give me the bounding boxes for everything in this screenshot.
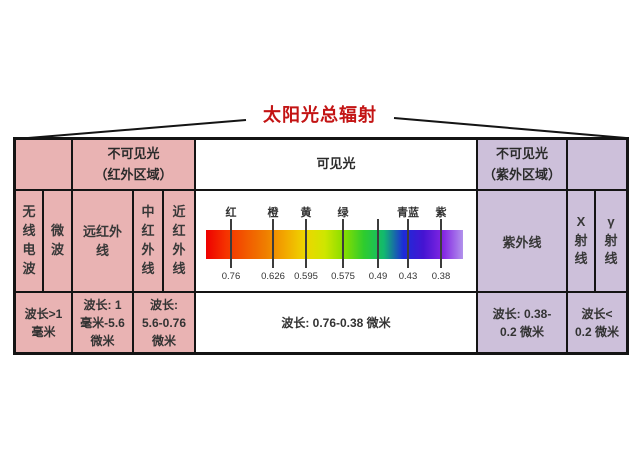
- wavelength-mid-near-infrared-label: 波长: 5.6-0.76 微米: [141, 297, 187, 348]
- spectrum-color-label: 橙: [267, 207, 279, 219]
- band-radio-waves-label: 无线电波: [22, 204, 36, 276]
- spectrum-wavelength-value: 0.76: [221, 271, 241, 282]
- band-ultraviolet: 紫外线: [477, 190, 567, 292]
- wavelength-ultraviolet: 波长: 0.38- 0.2 微米: [477, 292, 567, 353]
- spectrum-color-label: 紫: [435, 207, 447, 219]
- spectrum-wavelength-value: 0.49: [368, 271, 388, 282]
- band-gamma-ray-label: γ射线: [604, 213, 618, 267]
- band-mid-infrared-label: 中红外线: [141, 204, 155, 276]
- wavelength-radio-microwave: 波长>1 毫米: [15, 292, 72, 353]
- spectrum-table: 不可见光 （红外区域） 可见光 不可见光 （紫外区域） 无线电波 微波 远红外线…: [13, 137, 629, 355]
- spectrum-tick-line: [305, 219, 307, 268]
- band-far-infrared-label: 远红外线: [82, 223, 122, 259]
- wavelength-ultraviolet-label: 波长: 0.38- 0.2 微米: [492, 306, 552, 339]
- spectrum-color-label: 青蓝: [397, 207, 419, 219]
- wavelength-visible: 波长: 0.76-0.38 微米: [195, 292, 477, 353]
- wavelength-xray-gamma: 波长< 0.2 微米: [567, 292, 627, 353]
- spectrum-wavelength-value: 0.43: [398, 271, 418, 282]
- wavelength-radio-microwave-label: 波长>1 毫米: [24, 306, 63, 339]
- spectrum-color-label: 红: [225, 207, 237, 219]
- spectrum-tick-line: [377, 219, 379, 268]
- wavelength-visible-label: 波长: 0.76-0.38 微米: [281, 315, 391, 330]
- spectrum-tick-line: [230, 219, 232, 268]
- band-radio-waves: 无线电波: [15, 190, 43, 292]
- band-microwave-label: 微波: [50, 223, 64, 257]
- wavelength-xray-gamma-label: 波长< 0.2 微米: [574, 306, 620, 339]
- header-invisible-ultraviolet-label: 不可见光 （紫外区域）: [482, 146, 561, 182]
- header-visible-label: 可见光: [316, 156, 356, 172]
- wavelength-mid-near-infrared: 波长: 5.6-0.76 微米: [133, 292, 195, 353]
- wavelength-far-infrared-label: 波长: 1 毫米-5.6 微米: [80, 297, 125, 348]
- spectrum-wavelength-value: 0.38: [431, 271, 451, 282]
- header-invisible-infrared-label: 不可见光 （红外区域）: [94, 146, 173, 182]
- header-blank-right: [567, 139, 627, 190]
- band-ultraviolet-label: 紫外线: [502, 234, 542, 250]
- spectrum-wavelength-value: 0.595: [294, 271, 318, 282]
- band-xray-label: X射线: [574, 213, 588, 267]
- header-invisible-infrared: 不可见光 （红外区域）: [72, 139, 195, 190]
- band-gamma-ray: γ射线: [595, 190, 627, 292]
- spectrum-color-label: 绿: [337, 207, 349, 219]
- band-far-infrared: 远红外线: [72, 190, 133, 292]
- band-near-infrared-label: 近红外线: [172, 204, 186, 276]
- visible-spectrum-cell: 红 0.76 橙 0.626 黄 0.595 绿 0.575 0.49 青蓝 0.43 紫 0.38: [195, 190, 477, 292]
- band-xray: X射线: [567, 190, 595, 292]
- spectrum-wavelength-value: 0.575: [331, 271, 355, 282]
- header-visible: 可见光: [195, 139, 477, 190]
- wavelength-far-infrared: 波长: 1 毫米-5.6 微米: [72, 292, 133, 353]
- spectrum-tick-line: [272, 219, 274, 268]
- spectrum-wavelength-value: 0.626: [261, 271, 285, 282]
- band-mid-infrared: 中红外线: [133, 190, 163, 292]
- spectrum-tick-line: [407, 219, 409, 268]
- diagram-title: 太阳光总辐射: [263, 105, 377, 125]
- spectrum-tick-line: [342, 219, 344, 268]
- spectrum-color-label: 黄: [300, 207, 312, 219]
- header-blank-left: [15, 139, 72, 190]
- visible-spectrum-bar: [206, 230, 463, 259]
- band-near-infrared: 近红外线: [163, 190, 195, 292]
- band-microwave: 微波: [43, 190, 72, 292]
- header-invisible-ultraviolet: 不可见光 （紫外区域）: [477, 139, 567, 190]
- spectrum-tick-line: [440, 219, 442, 268]
